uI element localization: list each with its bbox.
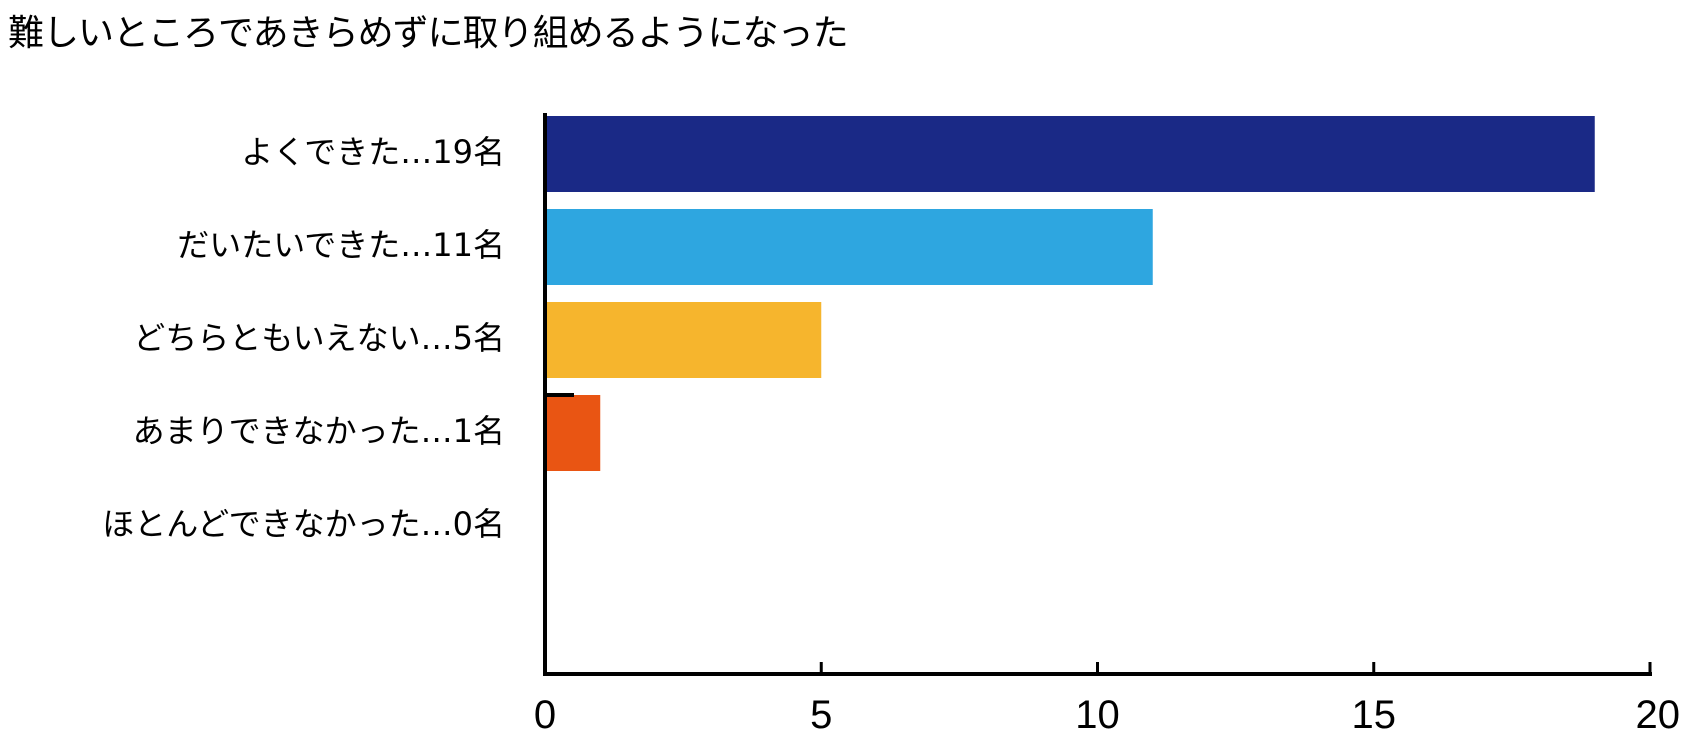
bar-3 xyxy=(545,302,822,378)
category-label-2: だいたいできた…11名 xyxy=(177,226,505,264)
bar-4 xyxy=(545,395,601,471)
x-tick-label-0: 0 xyxy=(534,693,556,735)
x-tick-label-20: 20 xyxy=(1636,693,1681,735)
x-tick-label-15: 15 xyxy=(1352,693,1397,735)
category-label-1: よくできた…19名 xyxy=(241,133,505,171)
bar-2 xyxy=(545,209,1153,285)
chart-title: 難しいところであきらめずに取り組めるようになった xyxy=(8,13,849,54)
x-tick-label-5: 5 xyxy=(810,693,832,735)
category-label-5: ほとんどできなかった…0名 xyxy=(102,505,505,543)
bars-group xyxy=(545,116,1595,471)
axes-group xyxy=(543,113,1652,676)
category-label-3: どちらともいえない…5名 xyxy=(133,319,505,357)
x-tick-label-10: 10 xyxy=(1075,693,1120,735)
category-label-4: あまりできなかった…1名 xyxy=(133,412,505,450)
bar-1 xyxy=(545,116,1595,192)
x-axis-ticks-group: 0 5 10 15 20 xyxy=(534,662,1680,735)
category-labels-group: よくできた…19名だいたいできた…11名どちらともいえない…5名あまりできなかっ… xyxy=(102,133,505,543)
